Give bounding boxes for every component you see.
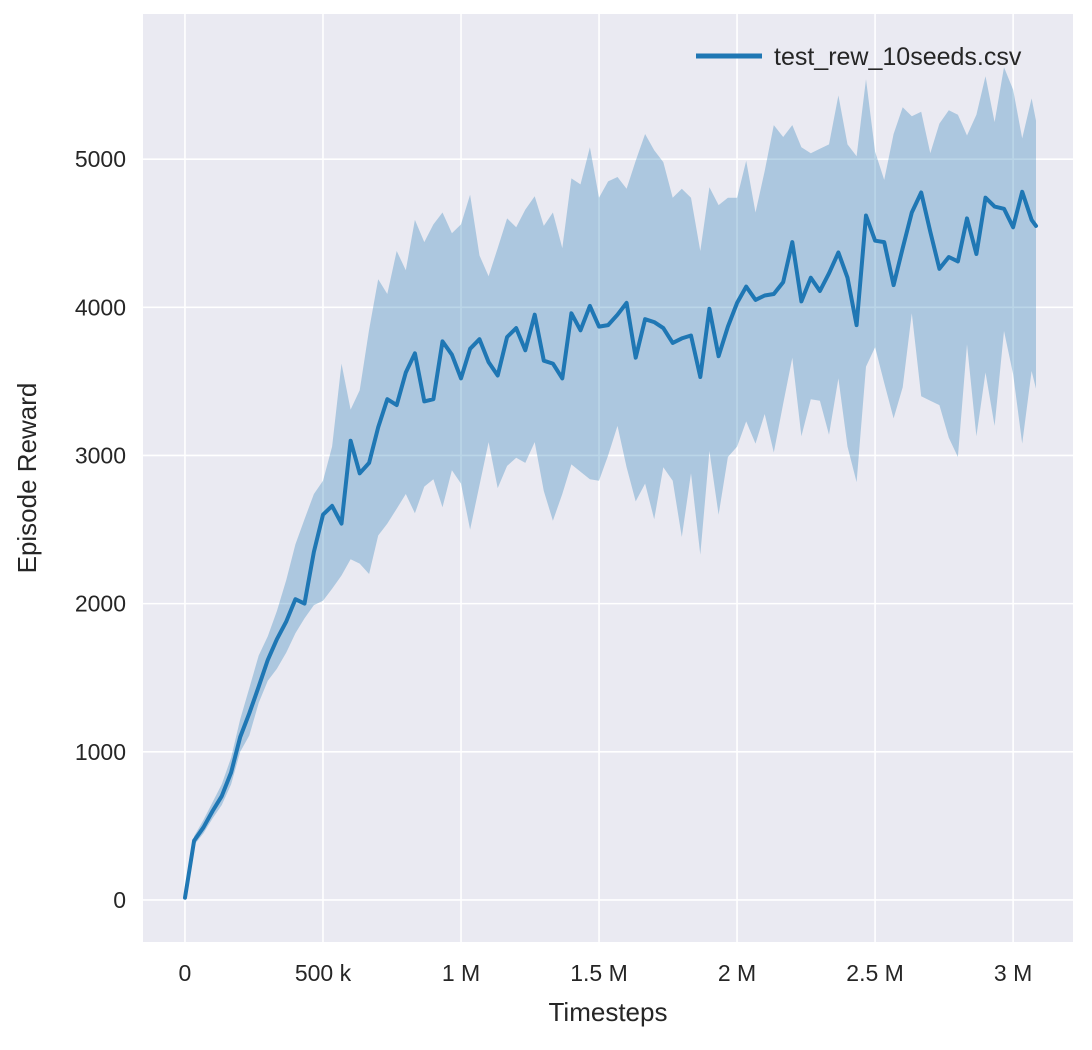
confidence-band [185,67,1036,900]
x-tick-label: 500 k [295,960,352,986]
mean-line [183,189,1038,900]
legend-label: test_rew_10seeds.csv [774,43,1022,71]
y-tick-label: 3000 [75,442,126,468]
y-tick-label: 2000 [75,591,126,617]
x-tick-label: 3 M [994,960,1032,986]
plot-area [143,14,1073,942]
x-tick-label: 1 M [442,960,480,986]
x-tick-label: 2 M [718,960,756,986]
legend: test_rew_10seeds.csv [696,43,1022,71]
y-tick-label: 5000 [75,146,126,172]
y-tick-label: 4000 [75,294,126,320]
grid-lines [143,14,1073,942]
x-tick-label: 0 [179,960,192,986]
y-tick-labels: 0 1000 2000 3000 4000 5000 [75,146,126,913]
x-tick-labels: 0 500 k 1 M 1.5 M 2 M 2.5 M 3 M [179,960,1033,986]
x-tick-label: 2.5 M [846,960,904,986]
x-tick-label: 1.5 M [570,960,628,986]
x-axis-label: Timesteps [549,997,668,1027]
y-tick-label: 0 [113,887,126,913]
y-tick-label: 1000 [75,739,126,765]
y-axis-label: Episode Reward [12,383,42,574]
